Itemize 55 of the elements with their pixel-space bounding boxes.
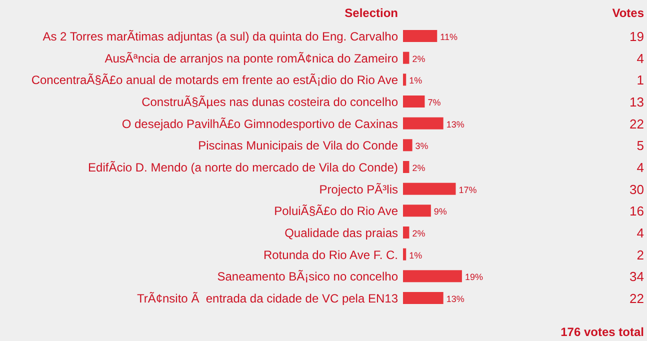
bar bbox=[403, 139, 412, 152]
y-tick-label: Qualidade das praias bbox=[284, 226, 398, 240]
bar bbox=[403, 52, 410, 64]
data-label: 11% bbox=[440, 32, 458, 42]
bar bbox=[403, 182, 456, 195]
bar bbox=[403, 74, 406, 86]
y-tick-label: TrÃ¢nsito Ã entrada da cidade de VC pela EN13 bbox=[136, 292, 398, 306]
y-tick-label: Rotunda do Rio Ave F. C. bbox=[263, 248, 398, 262]
y-tick-label: AusÃªncia de arranjos na ponte romÃ¢nica do Zameiro bbox=[104, 51, 398, 66]
bar bbox=[403, 292, 444, 304]
y-tick-label: EdifÃcio D. Mendo (a norte do mercado de Vila do Conde) bbox=[88, 160, 398, 174]
annotation: 19 bbox=[630, 29, 644, 44]
annotation: 22 bbox=[630, 291, 644, 306]
data-label: 3% bbox=[415, 141, 428, 152]
annotation: 34 bbox=[630, 269, 644, 284]
annotation: 4 bbox=[636, 50, 644, 66]
data-label: 2% bbox=[412, 228, 426, 238]
data-label: 7% bbox=[428, 98, 441, 108]
data-label: 1% bbox=[409, 76, 422, 86]
bar bbox=[403, 161, 410, 173]
bar bbox=[403, 248, 406, 260]
data-label: 13% bbox=[446, 294, 464, 304]
y-axis-title: Selection bbox=[344, 6, 398, 20]
annotation: 22 bbox=[630, 116, 644, 132]
annotation: 30 bbox=[630, 182, 644, 197]
data-label: 9% bbox=[434, 206, 447, 217]
annotation: 13 bbox=[630, 94, 644, 110]
bar bbox=[403, 117, 444, 130]
y-tick-label: ConcentraÃ§Ã£o anual de motards em frente ao estÃ¡dio do Rio Ave bbox=[31, 73, 398, 88]
data-label: 1% bbox=[409, 250, 422, 260]
data-label: 2% bbox=[412, 54, 426, 64]
y-tick-label: Projecto PÃ³lis bbox=[319, 182, 398, 196]
annotation: 1 bbox=[636, 72, 644, 88]
bar bbox=[403, 30, 438, 42]
bar bbox=[403, 226, 410, 238]
data-label: 13% bbox=[446, 119, 464, 130]
text: 176 votes total bbox=[560, 325, 644, 339]
bar bbox=[403, 96, 425, 108]
bar bbox=[403, 204, 431, 217]
bar bbox=[403, 270, 462, 282]
y-tick-label: Piscinas Municipais de Vila do Conde bbox=[198, 138, 398, 153]
text: Votes bbox=[612, 6, 644, 20]
data-label: 19% bbox=[464, 272, 483, 282]
annotation: 16 bbox=[630, 204, 644, 219]
y-tick-label: O desejado PavilhÃ£o Gimnodesportivo de Caxinas bbox=[122, 116, 398, 131]
data-label: 17% bbox=[458, 184, 477, 195]
y-tick-label: As 2 Torres marÃtimas adjuntas (a sul) da quinta do Eng. Carvalho bbox=[42, 30, 398, 44]
annotation: 2 bbox=[636, 247, 644, 262]
annotation: 4 bbox=[636, 226, 644, 240]
annotation: 4 bbox=[636, 160, 644, 175]
data-label: 2% bbox=[412, 163, 426, 173]
y-tick-label: Saneamento BÃ¡sico no concelho bbox=[217, 270, 398, 284]
y-tick-label: ConstruÃ§Ãµes nas dunas costeira do concelho bbox=[142, 95, 398, 109]
annotation: 5 bbox=[636, 138, 644, 154]
y-tick-label: PoluiÃ§Ã£o do Rio Ave bbox=[274, 204, 398, 218]
